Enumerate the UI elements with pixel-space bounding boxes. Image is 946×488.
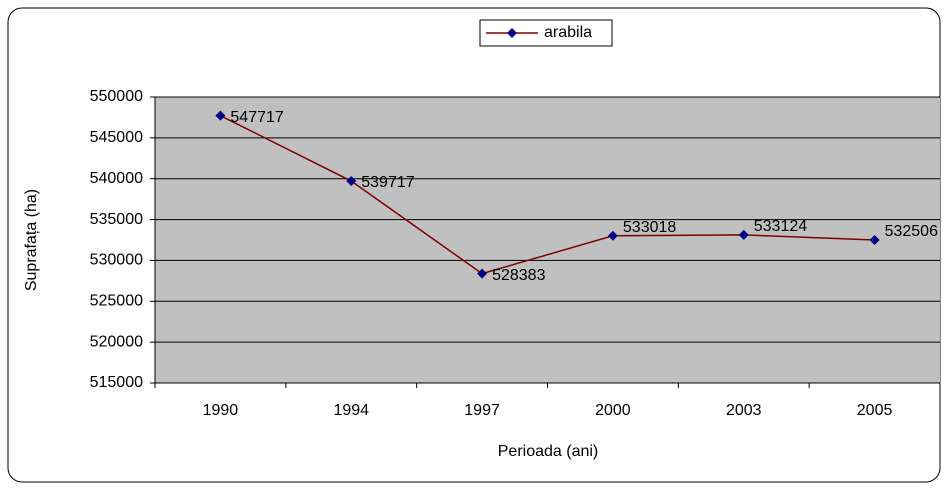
data-point [477, 268, 488, 279]
x-tick-label: 1990 [203, 402, 239, 419]
data-label: 533124 [754, 218, 807, 235]
data-label: 547717 [230, 109, 283, 126]
y-tick-label: 530000 [90, 252, 143, 269]
x-tick-label: 2000 [595, 402, 631, 419]
x-tick-label: 2005 [857, 402, 893, 419]
y-tick-label: 540000 [90, 170, 143, 187]
x-tick-label: 2003 [726, 402, 762, 419]
data-point [869, 234, 880, 245]
y-tick-label: 535000 [90, 211, 143, 228]
data-label: 539717 [361, 174, 414, 191]
y-tick-label: 520000 [90, 333, 143, 350]
legend-label: arabila [544, 24, 592, 41]
data-label: 528383 [492, 267, 545, 284]
y-tick-label: 515000 [90, 374, 143, 391]
series-line [220, 114, 875, 275]
y-tick-label: 545000 [90, 129, 143, 146]
legend: arabila [479, 19, 613, 47]
data-point [346, 176, 357, 187]
data-point [215, 110, 226, 121]
data-label: 533018 [623, 219, 676, 236]
y-axis-label: Suprafața (ha) [23, 189, 40, 291]
plot-area [155, 97, 940, 383]
y-tick-label: 525000 [90, 293, 143, 310]
x-tick-label: 1994 [333, 402, 369, 419]
y-tick-label: 550000 [90, 88, 143, 105]
x-tick-label: 1997 [464, 402, 500, 419]
legend-marker [507, 28, 517, 38]
data-point [607, 230, 618, 241]
data-point [738, 229, 749, 240]
x-axis-label: Perioada (ani) [498, 443, 599, 460]
data-label: 532506 [885, 223, 938, 240]
